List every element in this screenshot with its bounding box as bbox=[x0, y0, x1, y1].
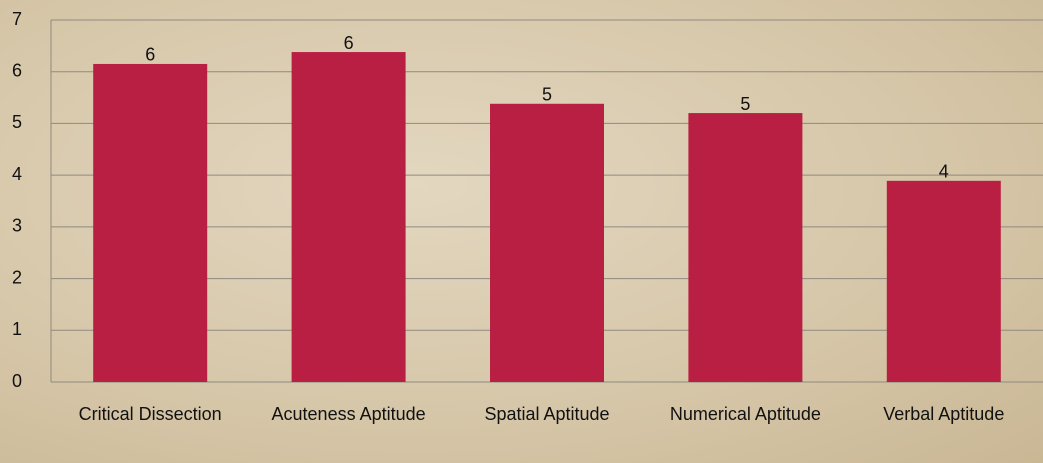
bar bbox=[291, 52, 406, 382]
y-tick-label: 2 bbox=[12, 267, 22, 287]
y-tick-label: 5 bbox=[12, 112, 22, 132]
x-tick-label: Spatial Aptitude bbox=[484, 404, 610, 424]
y-tick-label: 4 bbox=[12, 164, 22, 184]
bar bbox=[490, 103, 604, 382]
x-tick-label: Numerical Aptitude bbox=[669, 404, 821, 424]
bar bbox=[688, 113, 803, 382]
x-tick-label: Verbal Aptitude bbox=[883, 404, 1005, 424]
value-label: 5 bbox=[740, 94, 750, 114]
y-tick-label: 1 bbox=[12, 319, 22, 339]
bar bbox=[93, 63, 208, 382]
value-label: 6 bbox=[344, 33, 354, 53]
x-tick-label: Critical Dissection bbox=[78, 404, 222, 424]
y-tick-label: 6 bbox=[12, 60, 22, 80]
bar bbox=[886, 180, 1001, 382]
x-tick-label: Acuteness Aptitude bbox=[271, 404, 426, 424]
y-tick-label: 7 bbox=[12, 9, 22, 29]
value-label: 4 bbox=[939, 162, 949, 182]
value-label: 5 bbox=[542, 85, 552, 105]
y-tick-label: 3 bbox=[12, 216, 22, 236]
y-tick-label: 0 bbox=[12, 371, 22, 391]
value-label: 6 bbox=[145, 45, 155, 65]
